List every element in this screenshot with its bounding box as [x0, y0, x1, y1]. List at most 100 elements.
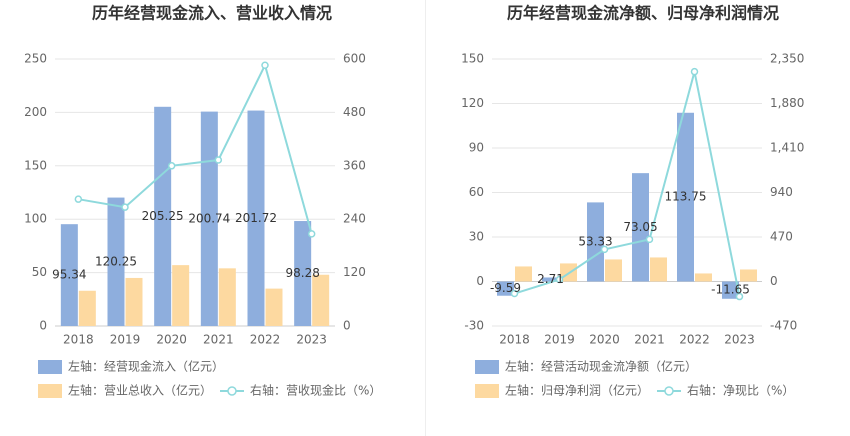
bar — [78, 290, 96, 326]
bar — [247, 110, 265, 326]
data-label: 113.75 — [665, 190, 707, 204]
y2-tick-label: 480 — [343, 105, 366, 119]
legend-label: 左轴：经营现金流入（亿元） — [68, 359, 224, 374]
line — [514, 71, 741, 297]
bar — [677, 112, 694, 282]
y-tick-label: 150 — [461, 52, 484, 66]
data-label: -11.65 — [711, 283, 750, 297]
bar — [497, 281, 514, 296]
line-marker — [167, 162, 176, 170]
y2-tick-label: 1,880 — [770, 96, 804, 110]
legend-swatch — [227, 386, 237, 396]
y-tick-label: 0 — [476, 274, 484, 288]
bar — [650, 257, 667, 282]
legend-label: 右轴：净现比（%） — [687, 383, 794, 398]
bar — [542, 277, 559, 282]
chart-title: 历年经营现金流入、营业收入情况 — [92, 4, 332, 23]
bar — [60, 224, 78, 326]
bar — [154, 106, 172, 326]
line-marker — [690, 67, 699, 76]
line-marker — [645, 235, 654, 244]
y-tick-label: 90 — [469, 141, 484, 155]
y2-tick-label: 600 — [343, 52, 366, 66]
bar — [587, 202, 604, 282]
x-tick-label: 2023 — [296, 333, 327, 347]
bar — [605, 259, 622, 282]
data-label: 120.25 — [95, 254, 137, 268]
bar — [740, 269, 757, 282]
data-label: 201.72 — [235, 211, 277, 225]
x-tick-label: 2020 — [156, 333, 187, 347]
line-marker — [510, 289, 519, 298]
x-tick-label: 2021 — [634, 333, 665, 347]
legend-label: 左轴：经营活动现金流净额（亿元） — [505, 359, 697, 374]
x-tick-label: 2018 — [499, 333, 530, 347]
y-tick-label: 120 — [461, 96, 484, 110]
legend-label: 右轴：营收现金比（%） — [250, 383, 381, 398]
line-marker — [555, 275, 564, 284]
data-label: -9.59 — [490, 281, 521, 295]
x-tick-label: 2019 — [110, 333, 141, 347]
bar — [632, 173, 649, 282]
y-tick-label: 0 — [39, 319, 47, 333]
x-tick-label: 2021 — [203, 333, 234, 347]
x-tick-label: 2018 — [63, 333, 94, 347]
x-tick-label: 2022 — [250, 333, 281, 347]
data-label: 2.71 — [537, 272, 564, 286]
x-tick-label: 2020 — [589, 333, 620, 347]
data-label: 98.28 — [285, 266, 319, 280]
data-label: 205.25 — [142, 209, 184, 223]
bar — [265, 288, 283, 326]
x-tick-label: 2023 — [724, 333, 755, 347]
y-tick-label: 60 — [469, 185, 484, 199]
bar — [125, 277, 143, 326]
legend-swatch — [475, 384, 499, 398]
y2-tick-label: 1,410 — [770, 141, 804, 155]
y-tick-label: 200 — [24, 105, 47, 119]
line-marker — [735, 292, 744, 301]
line-marker — [74, 195, 83, 203]
legend-swatch — [664, 386, 674, 396]
line-marker — [121, 203, 129, 211]
bar — [722, 281, 739, 299]
y2-tick-label: 0 — [770, 274, 778, 288]
y-tick-label: 250 — [24, 52, 47, 66]
bar — [312, 274, 330, 326]
data-label: 53.33 — [578, 234, 612, 248]
line-marker — [600, 245, 609, 254]
line — [78, 62, 313, 235]
y-tick-label: 30 — [469, 230, 484, 244]
y2-tick-label: 120 — [343, 265, 366, 279]
legend-swatch — [38, 360, 62, 374]
bar — [695, 273, 712, 282]
line-marker — [261, 61, 269, 69]
x-tick-label: 2019 — [544, 333, 575, 347]
data-label: 95.34 — [52, 268, 86, 282]
legend-label: 左轴：营业总收入（亿元） — [68, 383, 212, 398]
y2-tick-label: 470 — [770, 230, 793, 244]
y2-tick-label: 0 — [343, 319, 351, 333]
y2-tick-label: 940 — [770, 185, 793, 199]
bar — [218, 268, 236, 326]
bar — [200, 111, 218, 326]
y2-tick-label: -470 — [770, 319, 797, 333]
data-label: 200.74 — [188, 211, 230, 225]
x-tick-label: 2022 — [679, 333, 710, 347]
y2-tick-label: 240 — [343, 212, 366, 226]
legend-swatch — [38, 384, 62, 398]
y-tick-label: 100 — [24, 212, 47, 226]
legend-swatch — [475, 360, 499, 374]
y-tick-label: 50 — [32, 265, 47, 279]
y-tick-label: -30 — [464, 319, 484, 333]
y-tick-label: 150 — [24, 158, 47, 172]
bar — [515, 266, 532, 282]
data-label: 73.05 — [623, 220, 657, 234]
legend-label: 左轴：归母净利润（亿元） — [505, 383, 649, 398]
chart-title: 历年经营现金流净额、归母净利润情况 — [507, 4, 779, 23]
y2-tick-label: 360 — [343, 158, 366, 172]
y2-tick-label: 2,350 — [770, 52, 804, 66]
bar — [294, 221, 312, 326]
bar — [107, 197, 125, 326]
line-marker — [307, 230, 316, 238]
